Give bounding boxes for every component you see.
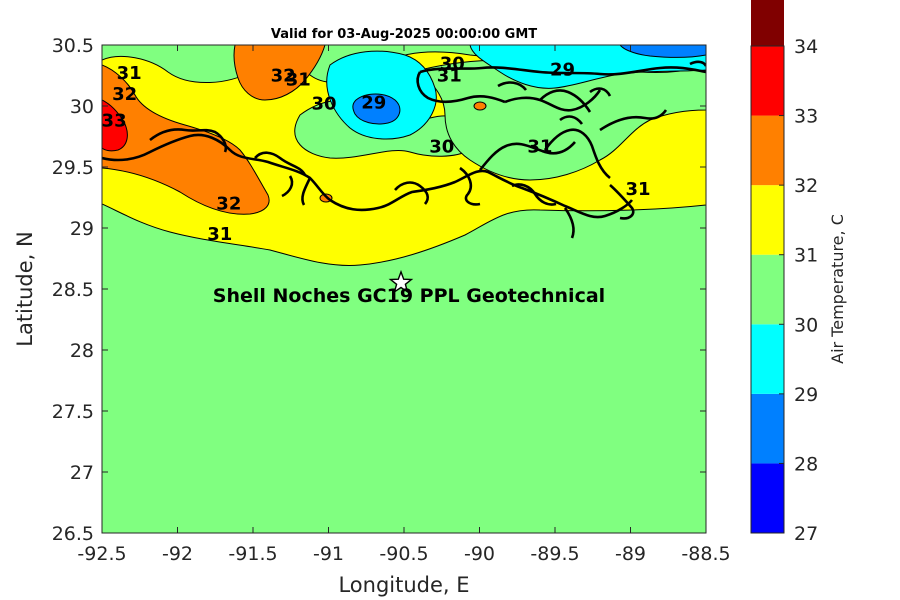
map-title: Valid for 03-Aug-2025 00:00:00 GMT xyxy=(271,27,537,42)
colorbar-swatch xyxy=(751,324,784,394)
contour-label: 31 xyxy=(437,66,462,87)
colorbar-swatch xyxy=(751,393,784,464)
colorbar-tick-label: 34 xyxy=(794,36,818,58)
star-icon xyxy=(388,269,414,294)
x-tick-label: -90 xyxy=(464,543,495,565)
x-tick-label: -89 xyxy=(615,543,646,565)
x-tick-label: -91 xyxy=(313,543,344,565)
x-tick-label: -88.5 xyxy=(681,543,730,565)
colorbar-tick-label: 28 xyxy=(794,453,818,475)
contour-label: 31 xyxy=(626,179,651,200)
colorbar-tick-label: 33 xyxy=(794,106,818,128)
colorbar-swatch xyxy=(751,46,784,116)
x-axis-label: Longitude, E xyxy=(338,573,469,597)
y-tick-label: 30 xyxy=(70,96,94,118)
contour-label: 30 xyxy=(429,136,454,157)
colorbar-tick-label: 27 xyxy=(794,523,818,545)
colorbar-swatch xyxy=(751,0,784,46)
colorbar-tick-label: 31 xyxy=(794,245,818,267)
coastline xyxy=(102,60,706,239)
colorbar-tick-label: 29 xyxy=(794,384,818,406)
y-tick-label: 27.5 xyxy=(52,401,94,423)
x-tick-label: -92 xyxy=(162,543,193,565)
contour-label: 30 xyxy=(311,94,336,115)
x-tick-label: -91.5 xyxy=(228,543,277,565)
y-tick-label: 28 xyxy=(70,340,94,362)
warm-spot-east xyxy=(473,101,487,111)
band-32-33-north xyxy=(233,45,326,101)
site-marker xyxy=(388,269,414,294)
colorbar-swatch xyxy=(751,185,784,255)
band-28-29-northeast xyxy=(619,45,706,58)
contour-label: 32 xyxy=(216,194,241,215)
contour-label: 33 xyxy=(102,111,127,132)
x-tick-label: -92.5 xyxy=(77,543,126,565)
x-tick-label: -89.5 xyxy=(530,543,579,565)
y-axis-label: Latitude, N xyxy=(13,231,37,347)
colorbar-swatch xyxy=(751,254,784,325)
colorbar-tick-label: 30 xyxy=(794,314,818,336)
colorbar-swatch xyxy=(751,463,784,533)
temperature-field xyxy=(102,45,706,533)
contour-label: 29 xyxy=(550,60,575,81)
y-tick-label: 29 xyxy=(70,218,94,240)
site-label: Shell Noches GC19 PPL Geotechnical xyxy=(213,285,605,307)
contour-label: 32 xyxy=(271,66,296,87)
contour-label: 32 xyxy=(112,84,137,105)
colorbar-swatch xyxy=(751,115,784,186)
band-28-29 xyxy=(352,93,401,125)
y-ticks: 30.5 30 29.5 29 28.5 28 27.5 27 26.5 xyxy=(52,35,706,545)
y-tick-label: 29.5 xyxy=(52,157,94,179)
contour-label: 30 xyxy=(440,53,465,74)
y-tick-label: 27 xyxy=(70,462,94,484)
contour-label: 31 xyxy=(527,136,552,157)
y-tick-label: 28.5 xyxy=(52,279,94,301)
contour-label: 31 xyxy=(117,63,142,84)
contour-label: 29 xyxy=(361,92,386,113)
contour-label: 31 xyxy=(207,224,232,245)
colorbar-label: Air Temperature, C xyxy=(828,214,847,364)
x-tick-label: -90.5 xyxy=(379,543,428,565)
band-33-34 xyxy=(102,99,128,152)
colorbar-tick-label: 32 xyxy=(794,175,818,197)
y-tick-label: 26.5 xyxy=(52,523,94,545)
band-32-33-west xyxy=(102,64,270,215)
colorbar-frame xyxy=(750,45,785,534)
y-tick-label: 30.5 xyxy=(52,35,94,57)
colorbar: 34 33 32 31 30 29 28 27 xyxy=(750,0,818,545)
x-ticks: -92.5 -92 -91.5 -91 -90.5 -90 -89.5 -89 -88.5 xyxy=(77,45,731,565)
contour-label: 31 xyxy=(286,69,311,90)
